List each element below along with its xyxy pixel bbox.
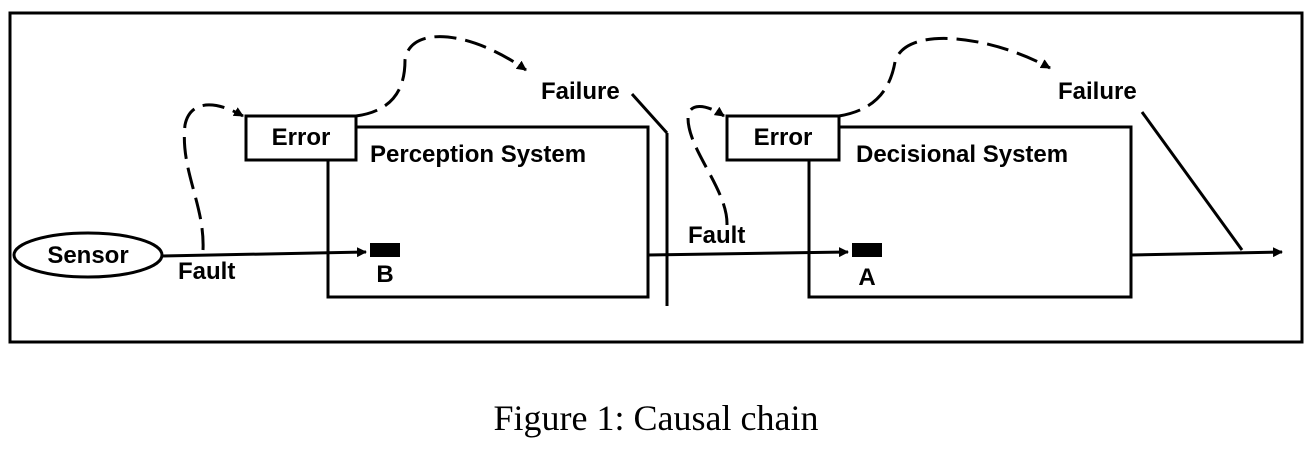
component-a-marker [852,243,882,257]
decisional-system-box [807,125,1133,299]
decisional-output-arrow [1130,247,1283,258]
fault-to-error-arrow-decisional [686,105,729,226]
fault-to-error-arrow-perception [182,103,244,251]
component-b-marker [370,243,400,257]
decisional-error-label: Error [754,124,813,151]
decisional-failure-label: Failure [1058,78,1137,105]
perception-error-label: Error [272,124,331,151]
error-to-failure-arrow-decisional [838,36,1051,118]
perception-system-box [326,125,650,299]
perception-fault-label: Fault [688,222,745,249]
decisional-failure-leader [1140,111,1244,251]
perception-failure-leader [630,92,669,135]
perception-to-a-arrow [647,247,849,258]
sensor-fault-label: Fault [178,258,235,285]
perception-failure-label: Failure [541,78,620,105]
diagram-frame [8,11,1304,344]
component-a-label: A [858,264,875,291]
perception-error-box [244,114,358,162]
sensor-label: Sensor [47,242,128,269]
decisional-error-box [725,114,841,162]
sensor-to-b-arrow [161,247,367,258]
figure-caption: Figure 1: Causal chain [494,398,819,438]
component-b-label: B [376,261,393,288]
decisional-system-label: Decisional System [856,141,1068,168]
error-to-failure-arrow-perception [355,35,527,118]
perception-system-label: Perception System [370,141,586,168]
